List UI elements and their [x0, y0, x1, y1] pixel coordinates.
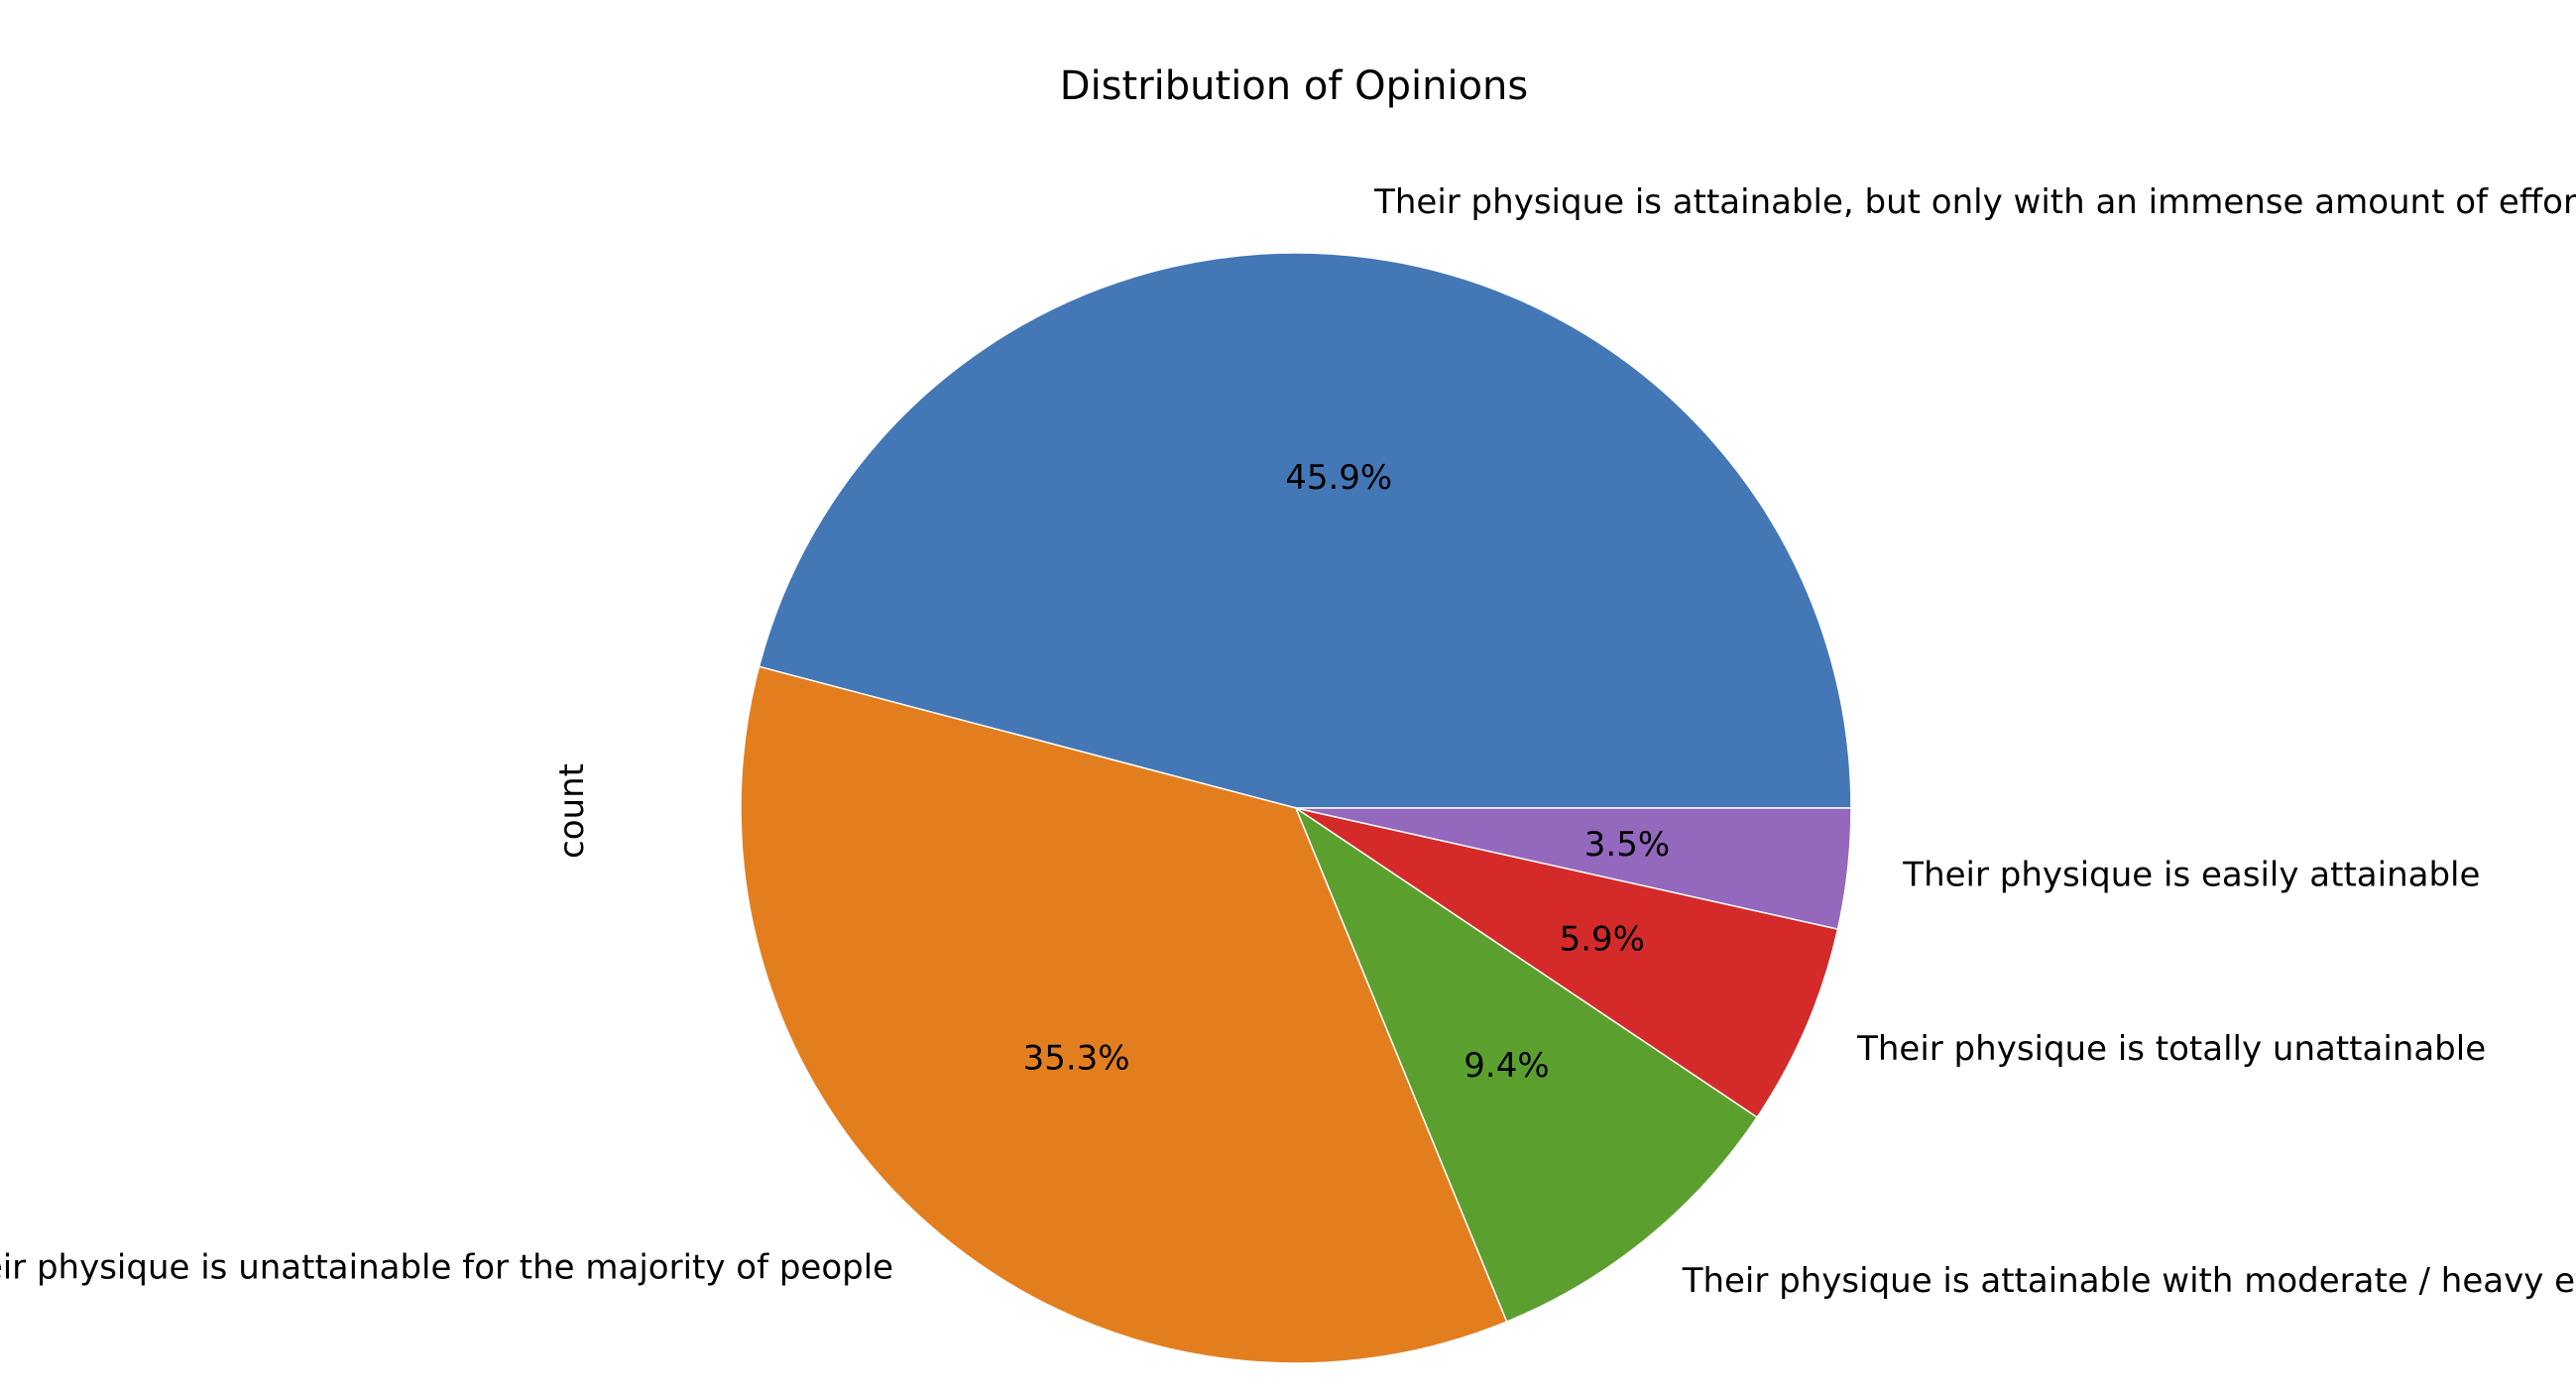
pie-percent-label-5: 3.5% — [1584, 825, 1670, 865]
pie-category-label-4: Their physique is totally unattainable — [1856, 1029, 2486, 1069]
pie-category-label-3: Their physique is attainable with modera… — [1682, 1261, 2576, 1301]
pie-slices — [740, 252, 1852, 1364]
y-axis-label: count — [552, 763, 592, 859]
pie-slice-3 — [1294, 806, 1759, 1324]
chart-title: Distribution of Opinions — [1060, 63, 1528, 109]
pie-percent-label-2: 35.3% — [1023, 1039, 1130, 1079]
pie-percent-label-1: 45.9% — [1285, 458, 1392, 498]
pie-slice-5 — [1295, 807, 1852, 931]
pie-percent-label-3: 9.4% — [1464, 1046, 1549, 1086]
pie-slice-4 — [1295, 807, 1839, 1118]
pie-labels: 45.9% Their physique is attainable, but o… — [0, 182, 2576, 1301]
pie-category-label-5: Their physique is easily attainable — [1902, 856, 2480, 895]
pie-slice-2 — [740, 665, 1508, 1364]
pie-category-label-2: Their physique is unattainable for the m… — [0, 1247, 893, 1287]
pie-category-label-1: Their physique is attainable, but only w… — [1373, 182, 2576, 222]
pie-slice-1 — [758, 252, 1852, 809]
pie-percent-label-4: 5.9% — [1560, 920, 1645, 960]
